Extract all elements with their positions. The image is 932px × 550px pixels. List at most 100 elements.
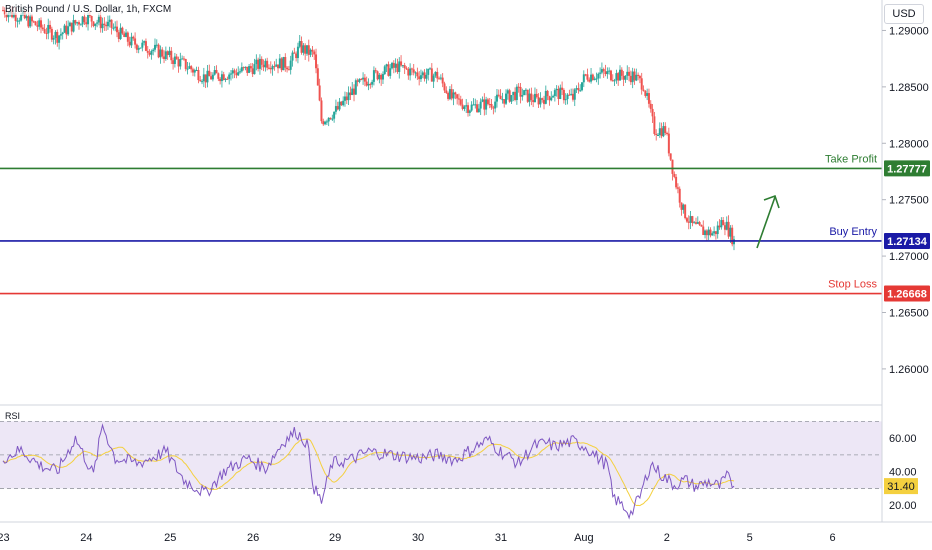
level-price-value: 1.26668	[887, 289, 927, 301]
candle-body	[398, 61, 401, 73]
x-tick-label: 31	[495, 532, 507, 544]
candle-body	[613, 80, 616, 82]
candle-body	[530, 93, 533, 101]
candle-body	[714, 231, 717, 235]
candle-body	[3, 10, 6, 15]
x-tick-label: 6	[830, 532, 836, 544]
time-axis[interactable]: 23 24 25 26 29 30 31 Aug 2 5 6	[0, 521, 932, 544]
x-tick-label: 25	[164, 532, 176, 544]
candle-body	[637, 74, 640, 76]
candle-body	[718, 225, 721, 228]
candle-body	[325, 121, 328, 123]
candle-body	[291, 52, 294, 61]
currency-button[interactable]: USD	[884, 4, 924, 24]
candle-body	[54, 31, 57, 39]
candle-body	[50, 28, 53, 40]
candle-body	[210, 76, 213, 80]
candle-body	[416, 72, 419, 77]
candle-body	[132, 36, 135, 39]
candle-body	[660, 128, 663, 137]
candle-body	[318, 85, 321, 101]
candle-body	[231, 70, 234, 74]
candle-body	[338, 101, 341, 110]
candle-body	[731, 227, 734, 245]
candles-group	[2, 6, 735, 251]
symbol-title[interactable]: British Pound / U.S. Dollar, 1h, FXCM	[5, 4, 172, 15]
candle-body	[409, 68, 412, 76]
candle-body	[391, 62, 394, 69]
candle-body	[628, 71, 631, 76]
candle-body	[354, 80, 357, 95]
candle-body	[152, 49, 155, 52]
candle-body	[258, 58, 261, 69]
candle-body	[320, 100, 323, 122]
y-tick-label: 1.26000	[889, 364, 929, 376]
candle-body	[711, 233, 714, 236]
candle-body	[262, 64, 265, 68]
candle-body	[85, 22, 88, 25]
candle-body	[590, 74, 593, 82]
candle-body	[414, 72, 417, 74]
candle-body	[586, 74, 589, 80]
candle-body	[76, 22, 79, 24]
candle-body	[680, 202, 683, 210]
candle-body	[20, 14, 23, 21]
rsi-line	[2, 423, 735, 520]
candle-body	[101, 23, 104, 29]
candle-body	[602, 69, 605, 72]
rsi-label[interactable]: RSI	[5, 411, 21, 421]
candle-body	[579, 90, 582, 92]
candle-body	[300, 41, 303, 53]
candle-body	[197, 70, 200, 81]
candle-body	[675, 176, 678, 188]
candle-body	[550, 97, 553, 101]
candle-body	[401, 65, 404, 67]
candle-body	[635, 74, 638, 81]
candle-body	[43, 29, 46, 33]
candle-body	[649, 103, 652, 109]
candle-body	[322, 121, 325, 125]
candle-body	[485, 99, 488, 110]
candle-body	[488, 103, 491, 105]
candle-body	[400, 61, 403, 66]
candle-body	[689, 216, 692, 223]
candle-body	[228, 74, 231, 79]
candle-body	[7, 13, 10, 18]
candle-body	[170, 50, 173, 61]
candle-body	[483, 99, 486, 110]
price-axis[interactable]: 1.29000 1.28500 1.28000 1.27500 1.27000 1.265…	[881, 0, 932, 550]
candle-body	[456, 94, 459, 99]
candle-body	[499, 95, 502, 100]
candle-body	[61, 32, 64, 35]
candle-body	[543, 99, 546, 104]
candle-body	[541, 98, 544, 100]
candle-body	[342, 100, 345, 106]
candle-body	[253, 64, 256, 75]
candle-body	[362, 77, 365, 80]
candle-body	[646, 93, 649, 96]
candle-body	[552, 96, 555, 98]
candle-body	[562, 89, 565, 101]
y-tick-label: 1.29000	[889, 25, 929, 37]
candle-body	[105, 24, 108, 27]
candle-body	[477, 108, 480, 113]
candle-body	[215, 70, 218, 74]
candle-body	[271, 66, 274, 70]
candle-body	[74, 20, 77, 24]
candle-body	[246, 66, 249, 73]
candle-body	[12, 13, 15, 18]
candle-body	[77, 22, 80, 25]
candle-body	[313, 51, 316, 55]
candle-body	[510, 95, 513, 102]
candle-body	[421, 72, 424, 76]
candle-body	[640, 78, 643, 90]
candle-body	[465, 105, 468, 107]
candle-body	[604, 71, 607, 75]
candle-body	[533, 93, 536, 103]
candle-body	[211, 74, 214, 80]
candle-body	[606, 71, 609, 75]
candle-body	[108, 19, 111, 22]
candle-body	[501, 99, 504, 101]
candle-body	[16, 20, 19, 22]
